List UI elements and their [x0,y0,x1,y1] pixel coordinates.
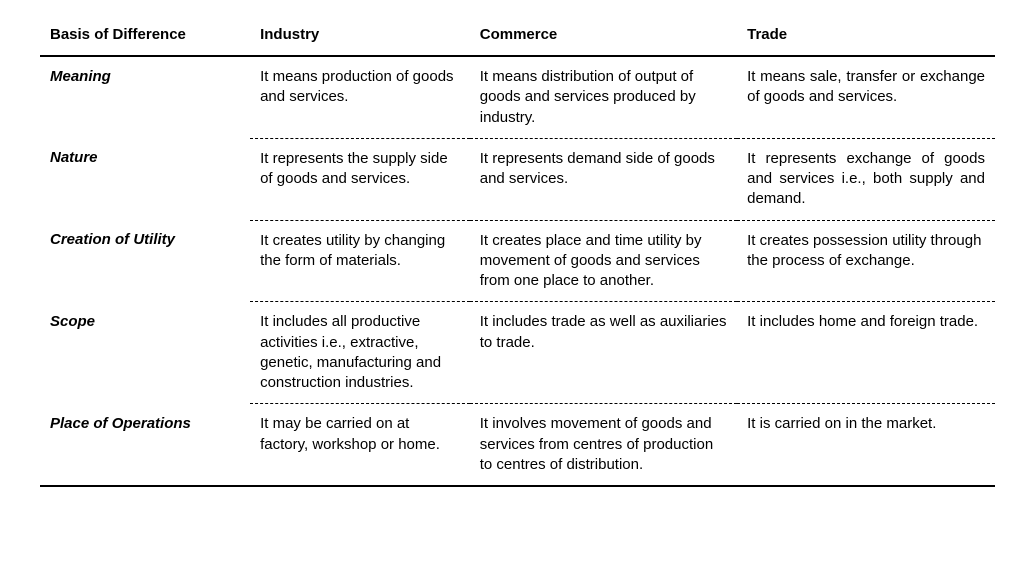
table-row: Meaning It means production of goods and… [40,56,995,138]
cell-basis: Place of Operations [40,404,250,486]
table-row: Scope It includes all productive activit… [40,302,995,404]
table-header-row: Basis of Difference Industry Commerce Tr… [40,20,995,56]
header-basis: Basis of Difference [40,20,250,56]
cell-basis: Meaning [40,56,250,138]
table-row: Creation of Utility It creates utility b… [40,220,995,302]
cell-commerce: It creates place and time utility by mov… [470,220,737,302]
cell-industry: It creates utility by changing the form … [250,220,470,302]
cell-industry: It represents the supply side of goods a… [250,138,470,220]
cell-industry: It means production of goods and service… [250,56,470,138]
cell-trade: It includes home and foreign trade. [737,302,995,404]
cell-commerce: It involves movement of goods and servic… [470,404,737,486]
cell-commerce: It means distribution of output of goods… [470,56,737,138]
header-industry: Industry [250,20,470,56]
table-row: Place of Operations It may be carried on… [40,404,995,486]
cell-basis: Creation of Utility [40,220,250,302]
header-commerce: Commerce [470,20,737,56]
cell-industry: It includes all productive activities i.… [250,302,470,404]
cell-trade: It creates possession utility through th… [737,220,995,302]
comparison-table: Basis of Difference Industry Commerce Tr… [40,20,995,487]
cell-trade: It means sale, transfer or exchange of g… [737,56,995,138]
cell-basis: Nature [40,138,250,220]
cell-basis: Scope [40,302,250,404]
cell-trade: It represents exchange of goods and serv… [737,138,995,220]
cell-trade: It is carried on in the market. [737,404,995,486]
table-row: Nature It represents the supply side of … [40,138,995,220]
cell-commerce: It represents demand side of goods and s… [470,138,737,220]
header-trade: Trade [737,20,995,56]
cell-commerce: It includes trade as well as auxiliaries… [470,302,737,404]
cell-industry: It may be carried on at factory, worksho… [250,404,470,486]
